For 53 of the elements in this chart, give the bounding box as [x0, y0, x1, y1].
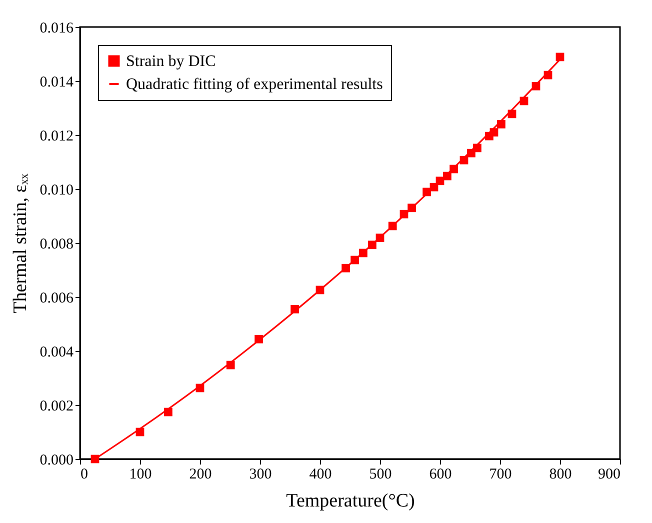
- legend-label: Quadratic fitting of experimental results: [126, 76, 383, 93]
- point: [556, 52, 564, 62]
- point: [90, 454, 100, 464]
- point: [254, 334, 263, 344]
- point: [544, 70, 552, 80]
- x-tick-label: 500: [369, 466, 392, 482]
- point: [342, 264, 350, 272]
- point: [196, 384, 204, 392]
- point: [436, 176, 444, 186]
- x-tick-label: 200: [189, 466, 212, 482]
- y-tick-label: 0.010: [40, 182, 74, 198]
- point: [359, 248, 368, 258]
- point: [316, 286, 324, 294]
- point: [376, 234, 384, 242]
- x-tick-label: 0: [80, 466, 88, 482]
- point: [350, 256, 359, 264]
- y-tick-label: 0.002: [40, 398, 74, 414]
- x-tick-label: 900: [598, 466, 620, 482]
- x-tick-label: 600: [429, 466, 452, 482]
- y-tick-label: 0.016: [40, 20, 74, 36]
- point: [490, 128, 498, 136]
- point: [368, 240, 376, 250]
- point: [532, 82, 540, 90]
- y-tick-label: 0.006: [40, 290, 74, 306]
- y-tick-label: 0.004: [40, 344, 74, 360]
- legend-label: Strain by DIC: [126, 53, 216, 70]
- x-tick-label: 100: [129, 466, 152, 482]
- point: [473, 144, 482, 152]
- point: [508, 110, 516, 118]
- point: [136, 428, 144, 436]
- point: [520, 96, 528, 106]
- x-axis-title: Temperature(°C): [286, 490, 415, 512]
- point: [164, 408, 172, 416]
- x-tick-label: 300: [249, 466, 272, 482]
- point: [226, 360, 235, 370]
- point: [422, 188, 431, 196]
- point: [388, 222, 397, 230]
- point: [408, 204, 416, 212]
- point: [290, 304, 299, 314]
- y-tick-label: 0.012: [40, 128, 74, 144]
- point: [460, 156, 468, 164]
- x-tick-label: 400: [309, 466, 332, 482]
- point: [497, 120, 506, 128]
- y-tick-label: 0.014: [40, 74, 74, 90]
- point: [450, 164, 458, 174]
- y-axis-title: Thermal strain, εₓₓ: [10, 173, 31, 314]
- y-tick-label: 0.000: [40, 452, 74, 468]
- point: [430, 182, 438, 192]
- point: [400, 210, 408, 218]
- point: [443, 172, 452, 180]
- x-tick-label: 700: [489, 466, 512, 482]
- y-tick-label: 0.008: [40, 236, 74, 252]
- x-tick-label: 800: [549, 466, 572, 482]
